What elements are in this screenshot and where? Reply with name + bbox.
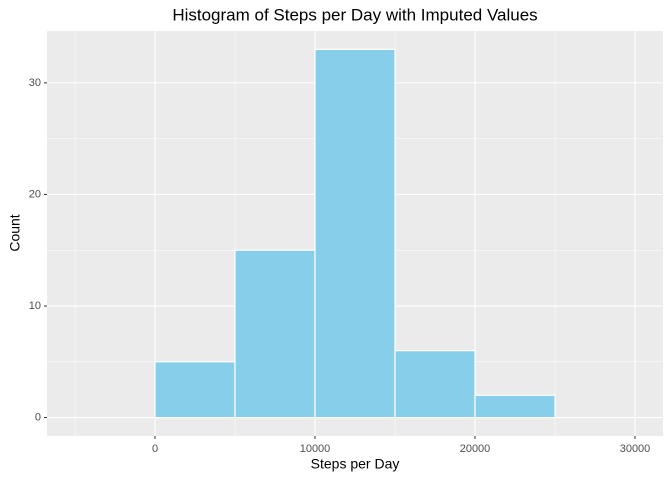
x-tick-label: 30000 [620, 443, 651, 455]
y-tick-label: 0 [35, 411, 41, 423]
x-axis-title: Steps per Day [311, 456, 400, 472]
y-axis-title: Count [7, 214, 23, 251]
bar [154, 361, 236, 419]
bar [474, 394, 556, 419]
x-tick-label: 0 [152, 443, 158, 455]
marks [154, 48, 556, 419]
y-tick-label: 30 [29, 77, 41, 89]
chart-title: Histogram of Steps per Day with Imputed … [172, 5, 537, 24]
bar [314, 48, 396, 419]
bar [234, 249, 316, 419]
y-tick-label: 10 [29, 300, 41, 312]
x-tick-label: 20000 [460, 443, 491, 455]
x-tick-label: 10000 [300, 443, 331, 455]
y-tick-label: 20 [29, 188, 41, 200]
bar [394, 350, 476, 419]
